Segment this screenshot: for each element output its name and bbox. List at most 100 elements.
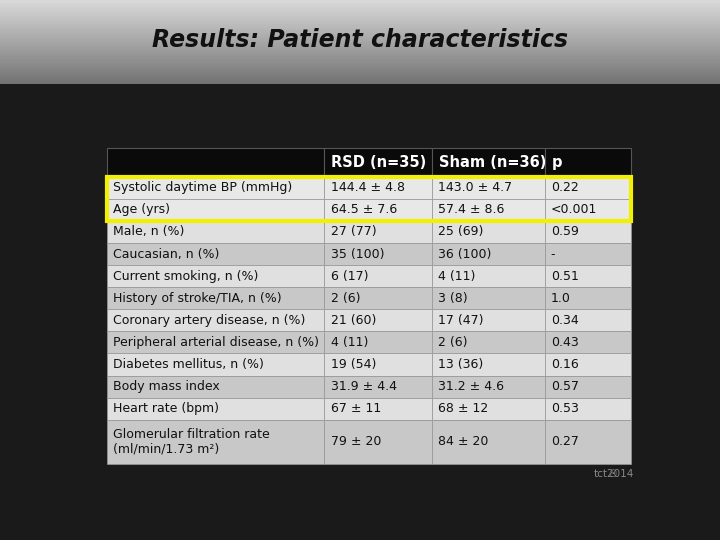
Bar (432, 177, 545, 199)
Bar (545, 397, 631, 420)
Bar (107, 177, 325, 199)
Bar (545, 221, 631, 243)
Bar (107, 420, 325, 464)
Text: 143.0 ± 4.7: 143.0 ± 4.7 (438, 181, 512, 194)
Bar (107, 397, 325, 420)
Text: Glomerular filtration rate
(ml/min/1.73 m²): Glomerular filtration rate (ml/min/1.73 … (113, 428, 269, 456)
Bar (107, 309, 325, 332)
Bar (325, 177, 432, 199)
Text: 0.43: 0.43 (551, 336, 579, 349)
Bar (107, 332, 325, 354)
Bar (325, 265, 432, 287)
Text: 0.53: 0.53 (551, 402, 579, 415)
Bar (325, 199, 432, 221)
Text: 64.5 ± 7.6: 64.5 ± 7.6 (330, 204, 397, 217)
Bar (545, 148, 631, 177)
Text: <0.001: <0.001 (551, 204, 597, 217)
Bar (325, 397, 432, 420)
Bar (432, 243, 545, 265)
Bar (545, 354, 631, 376)
Text: -: - (551, 247, 555, 260)
Text: Male, n (%): Male, n (%) (113, 225, 184, 239)
Bar (432, 420, 545, 464)
Bar (432, 287, 545, 309)
Text: Heart rate (bpm): Heart rate (bpm) (113, 402, 219, 415)
Bar (545, 287, 631, 309)
Text: 0.34: 0.34 (551, 314, 579, 327)
Text: 0.16: 0.16 (551, 358, 579, 371)
Text: 2 (6): 2 (6) (330, 292, 360, 305)
Bar (432, 148, 545, 177)
Bar (432, 309, 545, 332)
Text: 68 ± 12: 68 ± 12 (438, 402, 488, 415)
Bar (545, 376, 631, 397)
Text: tct2014: tct2014 (594, 469, 634, 478)
Text: 79 ± 20: 79 ± 20 (330, 435, 381, 448)
Text: 17 (47): 17 (47) (438, 314, 484, 327)
Bar (107, 221, 325, 243)
Bar (432, 354, 545, 376)
Bar (325, 332, 432, 354)
Bar (107, 287, 325, 309)
Text: Current smoking, n (%): Current smoking, n (%) (113, 269, 258, 282)
Bar (545, 309, 631, 332)
Bar (432, 199, 545, 221)
Bar (432, 332, 545, 354)
Text: p: p (552, 155, 562, 170)
Text: 0.27: 0.27 (551, 435, 579, 448)
Bar (545, 420, 631, 464)
Text: Age (yrs): Age (yrs) (113, 204, 170, 217)
Text: Systolic daytime BP (mmHg): Systolic daytime BP (mmHg) (113, 181, 292, 194)
Bar (325, 221, 432, 243)
Text: 57.4 ± 8.6: 57.4 ± 8.6 (438, 204, 505, 217)
Text: Caucasian, n (%): Caucasian, n (%) (113, 247, 220, 260)
Text: Peripheral arterial disease, n (%): Peripheral arterial disease, n (%) (113, 336, 319, 349)
Bar (107, 199, 325, 221)
Bar (325, 354, 432, 376)
Text: 4 (11): 4 (11) (330, 336, 368, 349)
Text: Sham (n=36): Sham (n=36) (438, 155, 546, 170)
Bar (545, 332, 631, 354)
Text: 21 (60): 21 (60) (330, 314, 376, 327)
Bar (325, 287, 432, 309)
Bar (545, 199, 631, 221)
Text: 31.2 ± 4.6: 31.2 ± 4.6 (438, 380, 504, 393)
Bar (432, 221, 545, 243)
Text: Coronary artery disease, n (%): Coronary artery disease, n (%) (113, 314, 305, 327)
Bar (107, 177, 631, 221)
Text: Diabetes mellitus, n (%): Diabetes mellitus, n (%) (113, 358, 264, 371)
Text: 0.51: 0.51 (551, 269, 579, 282)
Text: Results: Patient characteristics: Results: Patient characteristics (152, 28, 568, 52)
Text: 1.0: 1.0 (551, 292, 571, 305)
Text: 36 (100): 36 (100) (438, 247, 492, 260)
Text: 84 ± 20: 84 ± 20 (438, 435, 488, 448)
Bar (107, 243, 325, 265)
Text: 3 (8): 3 (8) (438, 292, 468, 305)
Text: 13 (36): 13 (36) (438, 358, 483, 371)
Bar (432, 397, 545, 420)
Bar (325, 243, 432, 265)
Text: 2 (6): 2 (6) (438, 336, 467, 349)
Bar (325, 420, 432, 464)
Text: Body mass index: Body mass index (113, 380, 220, 393)
Bar (107, 354, 325, 376)
Text: 27 (77): 27 (77) (330, 225, 376, 239)
Text: 31.9 ± 4.4: 31.9 ± 4.4 (330, 380, 397, 393)
Bar (432, 376, 545, 397)
Text: 4 (11): 4 (11) (438, 269, 475, 282)
Text: 67 ± 11: 67 ± 11 (330, 402, 381, 415)
Text: ☉: ☉ (608, 469, 617, 478)
Bar (107, 376, 325, 397)
Text: 0.59: 0.59 (551, 225, 579, 239)
Text: 6 (17): 6 (17) (330, 269, 368, 282)
Text: 35 (100): 35 (100) (330, 247, 384, 260)
Text: 25 (69): 25 (69) (438, 225, 483, 239)
Bar (107, 148, 325, 177)
Bar (325, 309, 432, 332)
Bar (432, 265, 545, 287)
Text: 0.57: 0.57 (551, 380, 579, 393)
Bar (325, 376, 432, 397)
Bar (545, 265, 631, 287)
Text: RSD (n=35): RSD (n=35) (331, 155, 426, 170)
Bar (107, 265, 325, 287)
